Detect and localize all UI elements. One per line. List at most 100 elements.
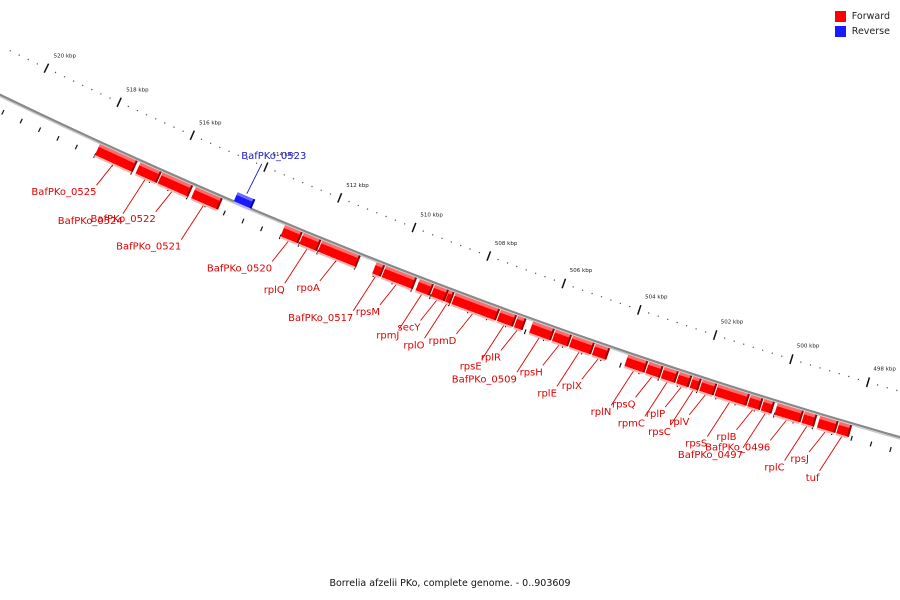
gene-block-top [532, 321, 554, 332]
track-tick [222, 210, 226, 216]
ruler-dot [219, 146, 221, 148]
gene-block-end [442, 289, 450, 302]
gene-block [551, 332, 571, 347]
gene-block-end [812, 414, 818, 427]
gene-rpln [623, 354, 649, 375]
ruler-dot [819, 367, 821, 369]
gene-label-leader [542, 345, 560, 366]
track-tick [1, 109, 5, 115]
track-tick [37, 127, 42, 133]
gene-block-top [663, 366, 678, 375]
ruler-dot [100, 93, 102, 95]
gene-block [660, 369, 677, 383]
gene-block-shadow [444, 301, 450, 306]
ruler-dot [876, 384, 879, 386]
gene-block-end [604, 347, 611, 360]
ruler-dot [18, 54, 20, 56]
ruler-dot [781, 355, 783, 357]
ruler-dot [695, 328, 697, 330]
gene-bafpko-0525 [94, 144, 138, 174]
gene-label-leader [284, 248, 308, 284]
gene-label: rpsQ [612, 399, 636, 410]
gene-bafpko-0524 [134, 162, 162, 185]
gene-rplr [513, 315, 527, 332]
gene-label-leader [516, 338, 540, 373]
gene-label: BafPKo_0509 [452, 374, 517, 385]
gene-label: rpsJ [790, 454, 809, 465]
ruler-dot [581, 289, 584, 291]
gene-rpse [496, 309, 518, 329]
gene-block-top [838, 421, 852, 429]
gene-block-shadow [414, 290, 429, 298]
gene-block-shadow [279, 236, 298, 245]
ruler-dot [723, 337, 726, 339]
gene-block-shadow [513, 327, 522, 332]
ruler-dot [800, 361, 802, 363]
gene-bafpko-0521 [190, 187, 223, 212]
gene-label-leader [122, 179, 146, 215]
ruler-dot [460, 244, 462, 247]
gene-label: rpmJ [376, 331, 399, 342]
gene-block [624, 357, 647, 373]
gene-rpsj [816, 416, 839, 435]
gene-label: BafPKo_0524 [58, 216, 123, 227]
ruler-dot [771, 352, 773, 354]
gene-block [135, 165, 160, 183]
track-tick [428, 293, 432, 300]
gene-label-leader [424, 304, 447, 339]
ruler-label: 518 kbp [126, 87, 149, 93]
gene-label: BafPKo_0496 [705, 442, 770, 453]
gene-block [801, 414, 816, 427]
gene-label-leader [500, 330, 518, 351]
gene-block-end [657, 365, 664, 378]
gene-block-end [378, 264, 386, 277]
gene-block [645, 364, 662, 378]
ruler-label: 512 kbp [346, 183, 369, 189]
ruler-dot [648, 312, 650, 314]
ruler-dot [432, 234, 434, 236]
gene-rpmd [450, 292, 501, 323]
ruler-dot [450, 241, 452, 243]
gene-block-end [186, 185, 194, 197]
ruler-dot [886, 387, 888, 389]
gene-block-end [315, 239, 322, 252]
ruler-dot [733, 340, 735, 342]
gene-rpoa [317, 240, 361, 269]
gene-block [191, 189, 221, 210]
gene-label: BafPKo_0525 [31, 187, 96, 198]
ruler-dot [657, 315, 659, 317]
ruler-major-tick [636, 304, 642, 315]
ruler-dot [9, 50, 11, 52]
gene-block-shadow [190, 198, 218, 212]
gene-block-shadow [713, 395, 746, 408]
gene-block-shadow [835, 433, 848, 439]
ruler-dot [283, 174, 285, 176]
gene-label: rplC [764, 463, 784, 474]
ruler-major-tick [411, 222, 417, 233]
gene-block-end [642, 360, 649, 373]
ruler-dot [752, 346, 754, 348]
gene-label: rpsH [520, 367, 543, 378]
legend-item-reverse: Reverse [834, 24, 890, 39]
ruler-dot [572, 286, 574, 288]
ruler-dot [376, 212, 378, 214]
gene-rpsq [644, 361, 664, 380]
gene-block-top [139, 162, 161, 175]
gene-block-end [833, 420, 839, 433]
ruler-dot [82, 84, 84, 87]
gene-block-end [711, 383, 718, 396]
track-tick [74, 144, 78, 150]
gene-block [496, 312, 516, 327]
gene-block-end [846, 424, 853, 437]
ruler-dot [667, 318, 669, 321]
gene-block-shadow [623, 366, 644, 375]
ruler-dot [164, 122, 166, 124]
gene-label-leader [808, 431, 826, 453]
ruler-dot [469, 248, 471, 250]
gene-block-top [627, 354, 648, 364]
gene-rpss [713, 384, 750, 408]
ruler-major-tick [712, 330, 718, 341]
gene-block-shadow [746, 406, 759, 412]
gene-block-shadow [568, 346, 590, 357]
